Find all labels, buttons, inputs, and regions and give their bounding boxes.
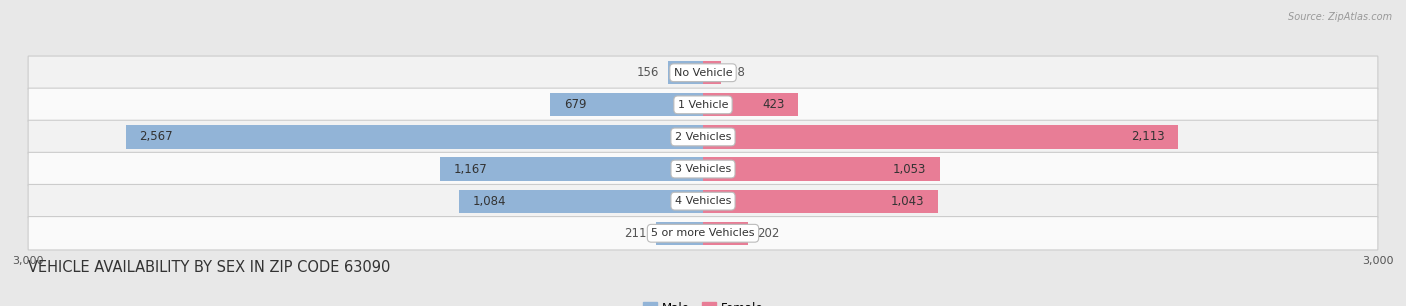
Text: 78: 78 bbox=[730, 66, 744, 79]
Text: No Vehicle: No Vehicle bbox=[673, 68, 733, 78]
Bar bbox=[703, 190, 938, 213]
Bar bbox=[668, 61, 703, 84]
Bar bbox=[655, 222, 703, 245]
FancyBboxPatch shape bbox=[28, 185, 1378, 218]
Text: 1,043: 1,043 bbox=[890, 195, 924, 208]
Text: 156: 156 bbox=[637, 66, 659, 79]
FancyBboxPatch shape bbox=[28, 120, 1378, 154]
FancyBboxPatch shape bbox=[28, 217, 1378, 250]
Text: Source: ZipAtlas.com: Source: ZipAtlas.com bbox=[1288, 12, 1392, 22]
Bar bbox=[703, 222, 748, 245]
Bar bbox=[460, 190, 703, 213]
Text: 2 Vehicles: 2 Vehicles bbox=[675, 132, 731, 142]
Bar bbox=[125, 125, 703, 148]
Bar bbox=[440, 158, 703, 181]
Text: 1 Vehicle: 1 Vehicle bbox=[678, 100, 728, 110]
Text: 2,113: 2,113 bbox=[1132, 130, 1164, 144]
Text: 1,053: 1,053 bbox=[893, 162, 927, 176]
Text: 3 Vehicles: 3 Vehicles bbox=[675, 164, 731, 174]
Bar bbox=[703, 61, 720, 84]
Text: 679: 679 bbox=[564, 98, 586, 111]
FancyBboxPatch shape bbox=[28, 152, 1378, 186]
Text: 1,084: 1,084 bbox=[472, 195, 506, 208]
Text: 423: 423 bbox=[762, 98, 785, 111]
Bar bbox=[550, 93, 703, 116]
Text: VEHICLE AVAILABILITY BY SEX IN ZIP CODE 63090: VEHICLE AVAILABILITY BY SEX IN ZIP CODE … bbox=[28, 260, 391, 275]
FancyBboxPatch shape bbox=[28, 88, 1378, 121]
Bar bbox=[703, 93, 799, 116]
Text: 2,567: 2,567 bbox=[139, 130, 173, 144]
Legend: Male, Female: Male, Female bbox=[638, 297, 768, 306]
Bar bbox=[703, 125, 1178, 148]
Text: 211: 211 bbox=[624, 227, 647, 240]
Text: 1,167: 1,167 bbox=[454, 162, 488, 176]
Text: 202: 202 bbox=[758, 227, 780, 240]
Text: 4 Vehicles: 4 Vehicles bbox=[675, 196, 731, 206]
Bar bbox=[703, 158, 939, 181]
Text: 5 or more Vehicles: 5 or more Vehicles bbox=[651, 228, 755, 238]
FancyBboxPatch shape bbox=[28, 56, 1378, 89]
